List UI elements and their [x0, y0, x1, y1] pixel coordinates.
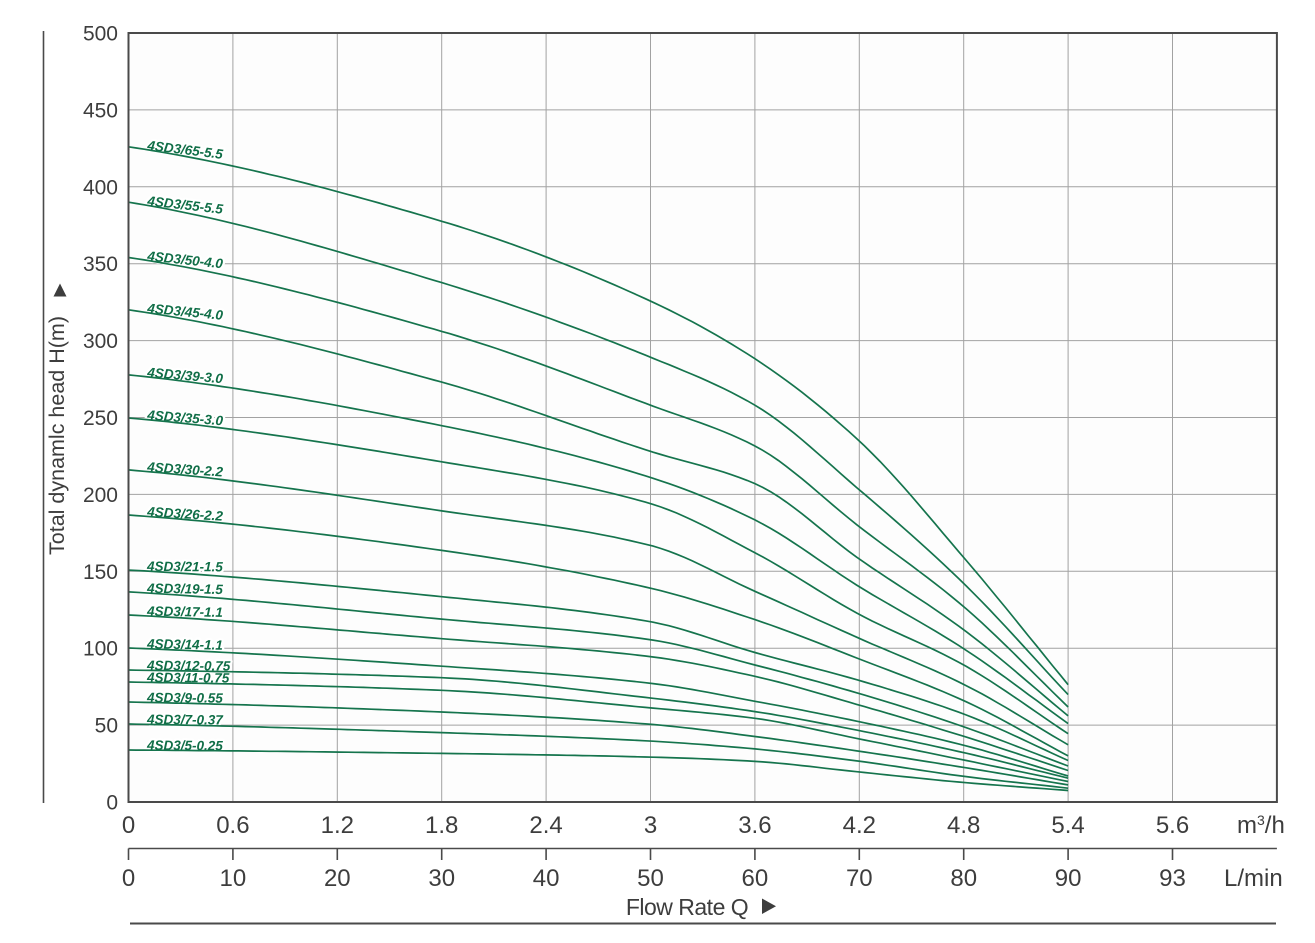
svg-text:0.6: 0.6	[216, 812, 249, 839]
svg-text:5.6: 5.6	[1156, 812, 1189, 839]
svg-text:80: 80	[950, 865, 977, 892]
svg-text:300: 300	[83, 330, 118, 353]
svg-text:4.2: 4.2	[843, 812, 876, 839]
svg-text:4.8: 4.8	[947, 812, 980, 839]
svg-text:4SD3/19-1.5: 4SD3/19-1.5	[146, 581, 224, 597]
svg-text:40: 40	[533, 865, 560, 892]
svg-text:50: 50	[637, 865, 664, 892]
svg-text:200: 200	[83, 484, 118, 507]
svg-text:L/min: L/min	[1224, 865, 1283, 892]
svg-text:10: 10	[220, 865, 247, 892]
svg-text:Total dynamlc head H(m): Total dynamlc head H(m)	[45, 316, 69, 555]
svg-text:20: 20	[324, 865, 351, 892]
svg-text:3: 3	[644, 812, 657, 839]
svg-text:5.4: 5.4	[1051, 812, 1084, 839]
svg-text:100: 100	[83, 638, 118, 661]
svg-text:30: 30	[428, 865, 455, 892]
svg-text:70: 70	[846, 865, 873, 892]
svg-text:50: 50	[95, 715, 118, 738]
svg-text:0: 0	[122, 865, 135, 892]
svg-text:350: 350	[83, 253, 118, 276]
svg-text:450: 450	[83, 99, 118, 122]
svg-text:90: 90	[1055, 865, 1082, 892]
svg-text:0: 0	[122, 812, 135, 839]
svg-text:3.6: 3.6	[738, 812, 771, 839]
svg-text:1.8: 1.8	[425, 812, 458, 839]
svg-text:1.2: 1.2	[321, 812, 354, 839]
svg-text:2.4: 2.4	[529, 812, 562, 839]
svg-text:400: 400	[83, 176, 118, 199]
svg-text:150: 150	[83, 561, 118, 584]
svg-text:Flow Rate Q: Flow Rate Q	[626, 894, 748, 920]
svg-text:93: 93	[1159, 865, 1186, 892]
svg-text:500: 500	[83, 23, 118, 46]
svg-text:60: 60	[742, 865, 769, 892]
svg-text:250: 250	[83, 407, 118, 430]
svg-text:0: 0	[106, 792, 118, 815]
